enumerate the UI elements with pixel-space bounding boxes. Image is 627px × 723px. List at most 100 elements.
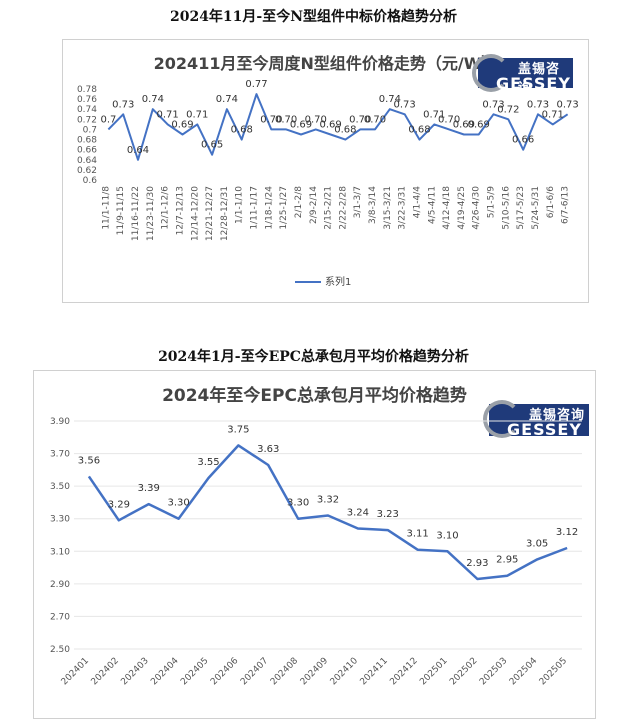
chart-plot-area: 0.60.620.640.660.680.70.720.740.760.7811…	[77, 79, 579, 241]
data-label: 0.73	[112, 99, 134, 110]
x-tick-label: 1/18-1/24	[264, 186, 274, 230]
data-label: 0.68	[231, 125, 253, 136]
logo-g-icon	[483, 400, 521, 438]
x-tick-label: 12/28-12/31	[220, 186, 230, 241]
x-tick-label: 2/1-2/8	[294, 186, 304, 218]
y-tick-label: 0.64	[77, 156, 97, 166]
gessey-logo: 盖锡咨询 GESSEY	[472, 54, 573, 96]
x-tick-label: 12/14-12/20	[190, 186, 200, 241]
y-tick-label: 0.6	[83, 176, 98, 186]
y-tick-label: 2.70	[50, 612, 70, 622]
data-label: 3.56	[78, 455, 100, 466]
data-label: 0.65	[201, 140, 223, 151]
epc-monthly-price-chart: 2024年至今EPC总承包月平均价格趋势 盖锡咨询 GESSEY 2.50 2.7…	[33, 370, 596, 719]
data-label: 3.23	[377, 509, 399, 520]
data-label: 0.69	[453, 120, 475, 131]
data-label: 0.70	[349, 114, 371, 125]
chart-title: 2024年至今EPC总承包月平均价格趋势	[162, 386, 467, 406]
data-label: 3.30	[287, 498, 309, 509]
x-tick-label: 3/8-3/14	[368, 186, 378, 224]
x-tick-label: 202402	[90, 656, 121, 687]
data-label: 0.69	[468, 120, 490, 131]
x-tick-label: 202408	[269, 656, 301, 688]
data-label: 0.73	[527, 99, 549, 110]
gessey-logo: 盖锡咨询 GESSEY	[483, 400, 589, 439]
data-label: 0.68	[408, 125, 430, 136]
x-tick-label: 202503	[478, 656, 509, 687]
x-tick-label: 202407	[239, 656, 270, 687]
data-label: 3.12	[556, 527, 578, 538]
x-tick-label: 11/1-11/8	[101, 186, 111, 230]
y-tick-label: 0.78	[77, 85, 97, 95]
x-tick-label: 2/15-2/21	[324, 186, 334, 230]
data-label: 0.7	[100, 114, 116, 125]
data-label: 0.71	[423, 109, 445, 120]
data-label: 3.55	[197, 457, 219, 468]
data-label: 0.72	[497, 104, 519, 115]
y-tick-label: 0.66	[77, 146, 97, 156]
legend-label: 系列1	[325, 277, 352, 288]
x-tick-label: 202403	[119, 656, 150, 687]
data-label: 0.70	[260, 114, 282, 125]
x-tick-label: 12/1-12/6	[161, 186, 171, 230]
data-label: 3.29	[108, 499, 130, 510]
x-tick-label: 202410	[329, 656, 361, 688]
data-label: 0.66	[512, 135, 534, 146]
logo-en: GESSEY	[496, 74, 571, 93]
y-tick-label: 0.72	[77, 115, 97, 125]
x-tick-label: 12/7-12/13	[175, 186, 185, 235]
x-tick-label: 202405	[179, 656, 210, 687]
x-tick-label: 1/1-1/10	[235, 186, 245, 224]
y-tick-label: 0.76	[77, 95, 97, 105]
chart-legend: 系列1	[295, 273, 351, 288]
y-tick-label: 0.62	[77, 166, 97, 176]
bottom-section-heading: 2024年1月-至今EPC总承包月平均价格趋势分析	[158, 349, 469, 365]
data-label: 2.93	[466, 558, 488, 569]
data-label: 0.68	[334, 125, 356, 136]
data-label: 0.73	[556, 99, 578, 110]
x-tick-label: 202505	[538, 656, 569, 687]
data-label: 3.10	[436, 530, 458, 541]
x-tick-label: 11/16-11/22	[131, 186, 141, 241]
data-label: 3.11	[407, 529, 429, 540]
data-label: 0.69	[290, 120, 312, 131]
data-label: 0.71	[542, 109, 564, 120]
x-tick-label: 12/21-12/27	[205, 186, 215, 241]
data-label: 0.74	[142, 94, 164, 105]
x-tick-label: 4/1-4/4	[412, 186, 422, 218]
x-tick-label: 2/22-2/28	[338, 186, 348, 230]
logo-g-icon	[472, 54, 510, 92]
data-label: 3.24	[347, 507, 369, 518]
x-tick-label: 5/17-5/23	[516, 186, 526, 230]
y-tick-label: 0.74	[77, 105, 97, 115]
x-tick-label: 202501	[418, 656, 449, 687]
series-line	[107, 93, 569, 161]
data-label: 0.64	[127, 145, 149, 156]
y-tick-label: 3.70	[50, 450, 70, 460]
x-tick-label: 5/24-5/31	[531, 186, 541, 230]
data-label: 0.77	[245, 79, 267, 90]
x-tick-label: 202401	[60, 656, 91, 687]
data-label: 2.95	[496, 555, 518, 566]
data-label: 3.63	[257, 444, 279, 455]
data-label: 3.75	[227, 424, 249, 435]
y-tick-label: 0.68	[77, 136, 97, 146]
y-tick-label: 3.50	[50, 482, 70, 492]
data-label: 0.71	[157, 109, 179, 120]
x-tick-label: 4/12-4/18	[442, 186, 452, 230]
y-tick-label: 2.50	[50, 645, 70, 655]
x-tick-label: 202412	[388, 656, 419, 687]
logo-en: GESSEY	[507, 420, 582, 439]
x-tick-label: 4/5-4/11	[427, 186, 437, 224]
y-tick-label: 3.10	[50, 547, 70, 557]
x-tick-label: 2/9-2/14	[309, 186, 319, 224]
x-tick-label: 202406	[209, 656, 241, 688]
data-label: 0.74	[216, 94, 238, 105]
data-label: 0.69	[171, 120, 193, 131]
x-tick-label: 11/23-11/30	[146, 186, 156, 241]
chart-plot-area: 2.502.702.903.103.303.503.703.9020240120…	[50, 417, 582, 688]
data-label: 0.70	[364, 114, 386, 125]
x-tick-label: 202411	[359, 656, 390, 687]
data-label: 0.73	[482, 99, 504, 110]
x-tick-label: 11/9-11/15	[116, 186, 126, 235]
